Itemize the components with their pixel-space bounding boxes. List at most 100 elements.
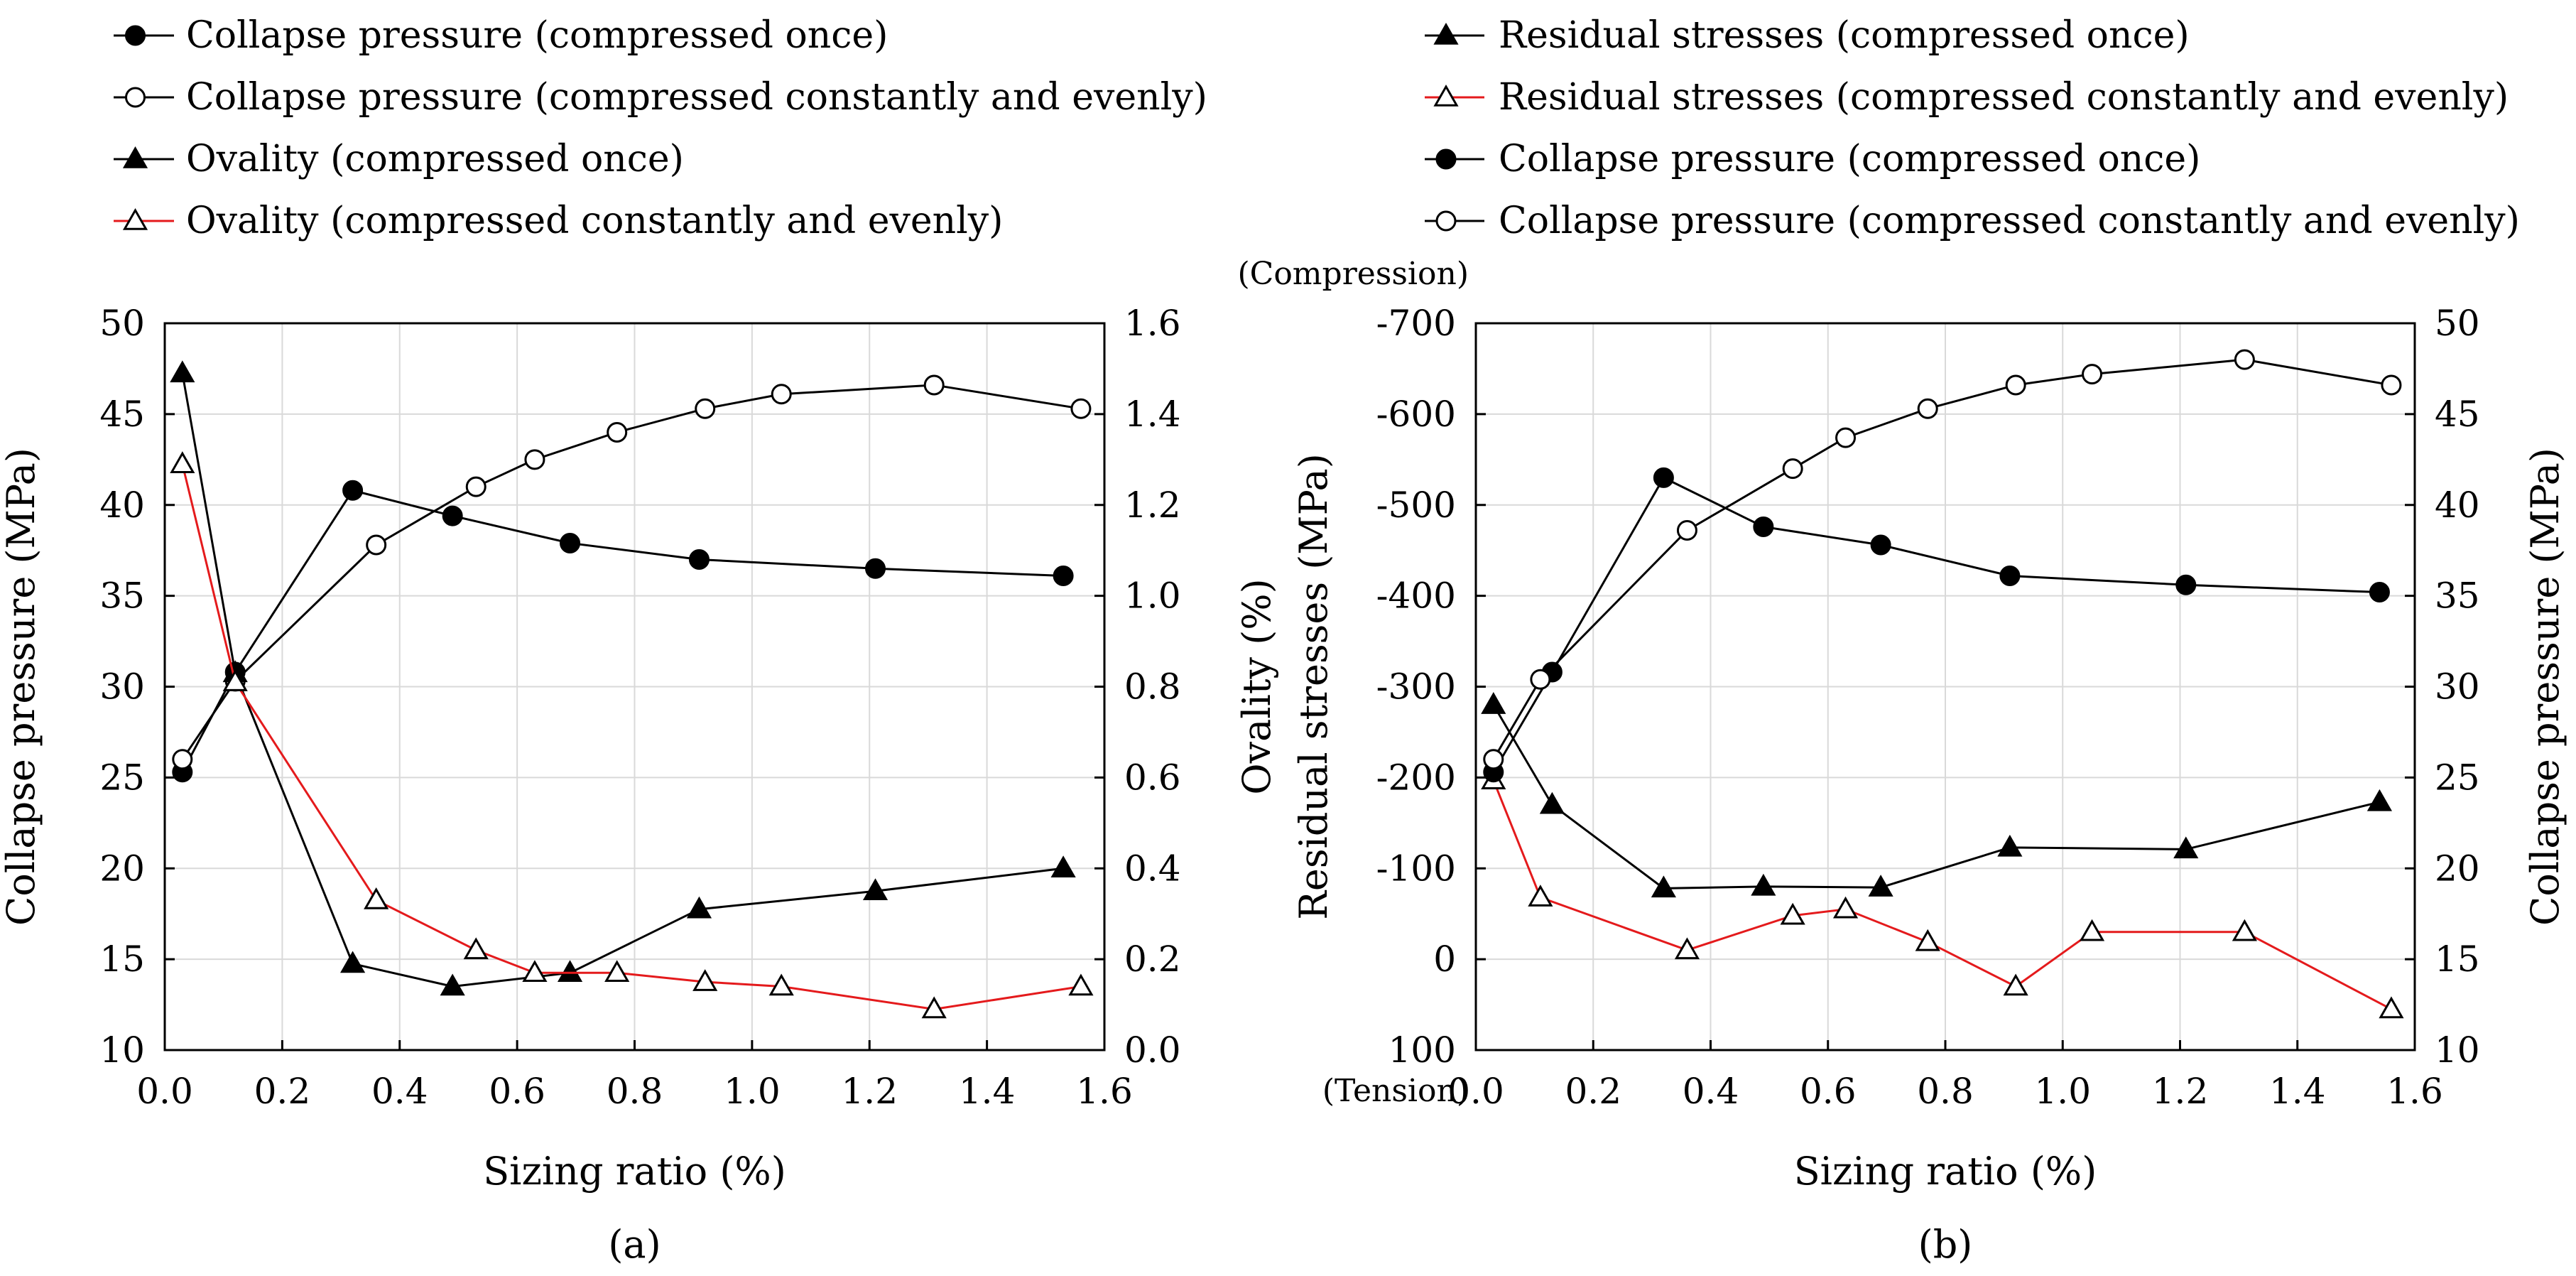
y-tick-label: 25 [99, 757, 145, 798]
x-tick-label: 0.2 [254, 1071, 311, 1112]
data-point [1751, 873, 1776, 896]
panel-a-chart: 0.0 0.2 0.4 0.6 0.8 1.0 1.2 1.4 1.610 0.015 0.220 0… [0, 14, 1279, 1267]
x-tick-label: 1.2 [2152, 1071, 2209, 1112]
x-tick-label: 0.0 [136, 1071, 193, 1112]
data-point [692, 969, 718, 991]
y-tick-label: -200 [1376, 757, 1456, 798]
y2-tick-label: 1.0 [1124, 575, 1181, 617]
series-3 [170, 360, 1076, 996]
data-point [695, 398, 716, 419]
panel-label: (b) [1918, 1222, 1973, 1267]
x-tick-label: 0.6 [489, 1071, 545, 1112]
data-point [2003, 973, 2028, 996]
data-point [1753, 516, 1774, 537]
data-point [2232, 919, 2257, 941]
data-point [921, 996, 947, 1019]
data-point [923, 374, 945, 396]
series-1 [172, 480, 1074, 783]
data-point [686, 896, 712, 919]
data-point [1782, 458, 1803, 480]
legend-label: Residual stresses (compressed once) [1499, 14, 2190, 57]
x-tick-label: 1.4 [959, 1071, 1016, 1112]
y2-tick-label: 10 [2435, 1029, 2480, 1071]
y2-tick-label: 35 [2435, 575, 2480, 617]
data-point [1653, 467, 1674, 488]
data-point [1674, 937, 1700, 960]
x-tick-label: 0.4 [371, 1071, 428, 1112]
y-axis-title: Collapse pressure (MPa) [0, 448, 43, 926]
y2-tick-label: 20 [2435, 848, 2480, 889]
y-tick-label: 35 [99, 575, 145, 617]
data-point [465, 476, 487, 497]
y-axis-note-tension: (Tension) [1322, 1073, 1469, 1109]
legend-marker [1433, 84, 1459, 107]
series-line [1492, 358, 2392, 760]
data-point [2381, 374, 2402, 396]
data-point [222, 669, 248, 691]
y-tick-label: 15 [99, 939, 145, 980]
data-point [1070, 398, 1092, 419]
data-point [2379, 996, 2404, 1019]
y2-tick-label: 0.2 [1124, 939, 1181, 980]
series-2 [1481, 767, 2404, 1019]
y2-tick-label: 1.6 [1124, 303, 1181, 344]
legend: Residual stresses (compressed once) Resid… [1425, 14, 2520, 242]
data-point [1068, 973, 1094, 996]
data-point [2005, 374, 2026, 396]
legend-marker [1435, 148, 1457, 170]
legend-label: Ovality (compressed constantly and evenl… [186, 200, 1003, 242]
legend: Collapse pressure (compressed once) Colla… [114, 14, 1207, 242]
data-point [2082, 364, 2103, 385]
y-tick-label: 45 [99, 394, 145, 435]
y2-tick-label: 50 [2435, 303, 2480, 344]
x-tick-label: 0.6 [1800, 1071, 1857, 1112]
y2-tick-label: 40 [2435, 485, 2480, 526]
data-point [1481, 692, 1506, 714]
data-point [688, 548, 710, 570]
x-axis-title: Sizing ratio (%) [483, 1149, 786, 1194]
y-tick-label: -600 [1376, 394, 1456, 435]
y2-tick-label: 0.4 [1124, 848, 1181, 889]
y-tick-label: -100 [1376, 848, 1456, 889]
legend-marker [1435, 210, 1457, 232]
legend-marker [125, 25, 146, 46]
data-point [2173, 836, 2199, 859]
legend-label: Ovality (compressed once) [186, 138, 684, 180]
data-point [2366, 789, 2393, 811]
series-line [1492, 476, 2380, 773]
y-axis-note-compression: (Compression) [1237, 256, 1469, 292]
data-point [364, 887, 389, 909]
data-point [560, 532, 581, 553]
y-tick-label: 0 [1433, 939, 1456, 980]
y-tick-label: 40 [99, 485, 145, 526]
y2-tick-label: 0.0 [1124, 1029, 1181, 1071]
data-point [463, 937, 489, 960]
data-point [2175, 574, 2197, 595]
data-point [1835, 427, 1857, 448]
data-point [2079, 919, 2105, 941]
y2-tick-label: 1.2 [1124, 485, 1181, 526]
data-point [862, 878, 888, 900]
x-tick-label: 0.2 [1565, 1071, 1621, 1112]
x-tick-label: 0.8 [607, 1071, 663, 1112]
y-tick-label: 30 [99, 666, 145, 708]
legend-label: Residual stresses (compressed constantly… [1499, 76, 2509, 119]
data-point [1651, 875, 1676, 898]
legend-label: Collapse pressure (compressed constantly… [1499, 200, 2520, 242]
data-point [340, 951, 366, 973]
data-point [1050, 855, 1076, 877]
x-tick-label: 1.2 [841, 1071, 898, 1112]
y-tick-label: 20 [99, 848, 145, 889]
data-point [524, 449, 545, 470]
data-point [1053, 565, 1074, 586]
data-point [1528, 885, 1553, 907]
y-tick-label: -300 [1376, 666, 1456, 708]
x-tick-label: 1.6 [1076, 1071, 1133, 1112]
y2-tick-label: 30 [2435, 666, 2480, 708]
data-point [440, 973, 465, 996]
legend-label: Collapse pressure (compressed once) [1499, 138, 2200, 180]
data-point [442, 505, 463, 526]
data-point [557, 960, 583, 983]
legend-marker [122, 207, 148, 230]
